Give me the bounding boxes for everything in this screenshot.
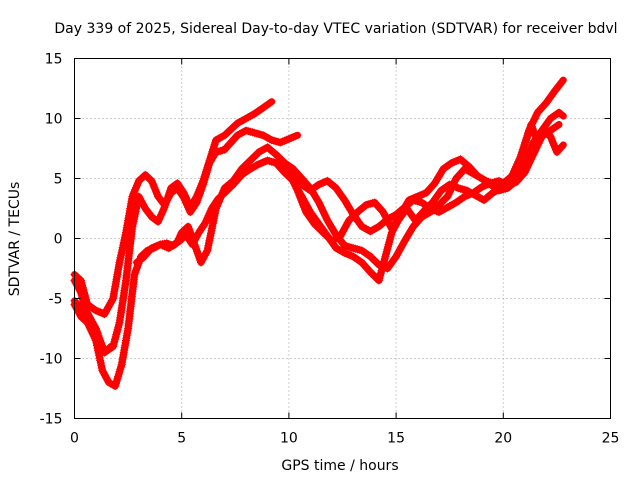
axis-ticks: 0 5 10 15 20 25 -15 -10 -5 0 5 10 15 <box>40 52 620 447</box>
x-tick-label: 10 <box>280 431 298 447</box>
x-tick-label: 20 <box>494 431 512 447</box>
x-tick-label: 25 <box>602 431 620 447</box>
x-tick-label: 15 <box>387 431 405 447</box>
series-markers <box>276 77 566 245</box>
x-tick-label: 5 <box>177 431 186 447</box>
series-track-1 <box>70 126 301 319</box>
y-tick-label: 5 <box>54 172 63 188</box>
y-tick-label: -15 <box>40 412 63 428</box>
plot-area <box>70 76 567 391</box>
y-tick-label: 0 <box>54 232 63 248</box>
y-tick-label: -10 <box>40 352 63 368</box>
x-tick-label: 0 <box>70 431 79 447</box>
x-axis-label: GPS time / hours <box>281 458 398 474</box>
y-tick-label: 10 <box>45 112 63 128</box>
y-axis-label: SDTVAR / TECUs <box>7 182 23 297</box>
series-markers <box>70 126 300 319</box>
y-tick-label: -5 <box>49 292 63 308</box>
series-track-5 <box>276 76 567 245</box>
series-line <box>71 127 301 318</box>
y-tick-label: 15 <box>45 52 63 68</box>
series-markers <box>70 99 274 357</box>
chart-title: Day 339 of 2025, Sidereal Day-to-day VTE… <box>54 21 617 37</box>
series-track-2 <box>70 98 276 357</box>
series-track-6 <box>280 121 563 236</box>
series-track-7 <box>70 296 115 357</box>
series-markers <box>280 122 561 236</box>
